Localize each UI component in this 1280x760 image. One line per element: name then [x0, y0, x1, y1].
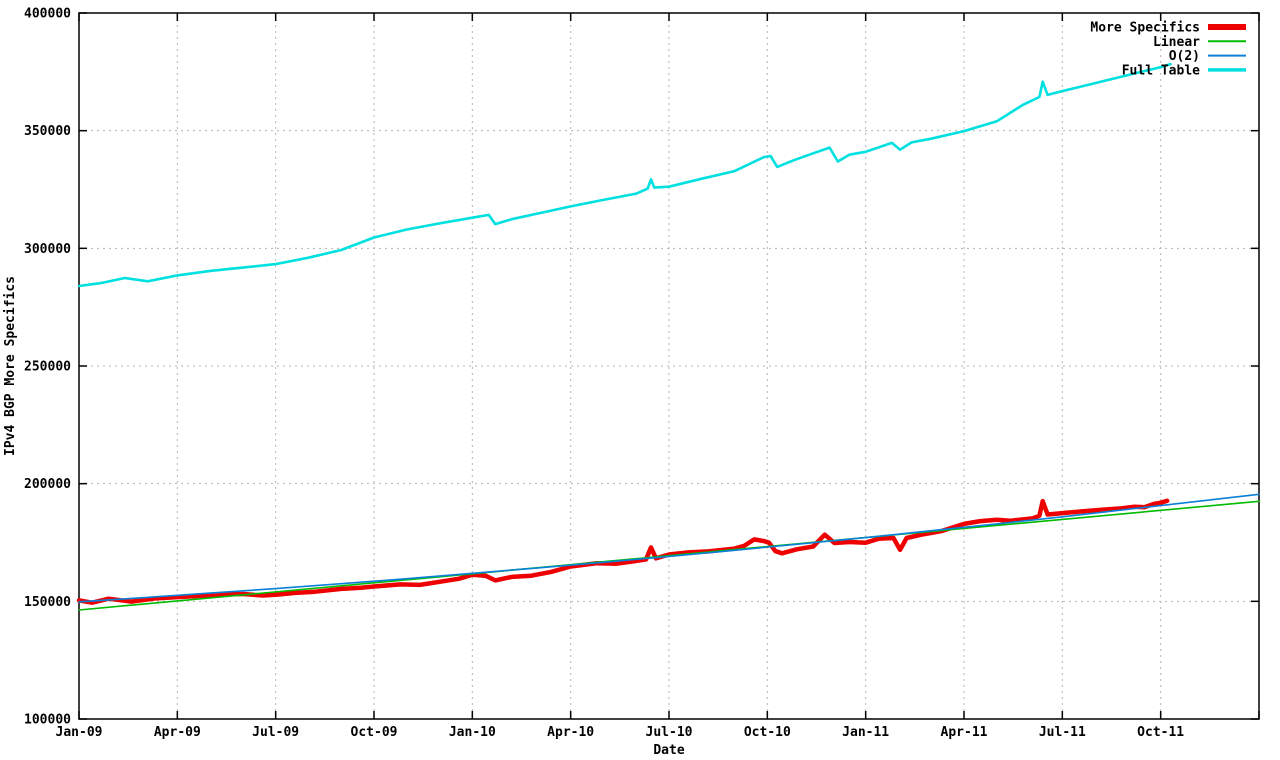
y-tick-label: 400000: [24, 7, 71, 22]
x-tick-label: Jul-10: [646, 725, 693, 740]
series-full-table: [77, 62, 1172, 288]
x-tick-label: Jul-11: [1039, 725, 1086, 740]
x-tick-label: Oct-10: [744, 725, 791, 740]
gridlines: [79, 13, 1259, 719]
x-tick-label: Apr-10: [547, 725, 594, 740]
x-tick-label: Apr-09: [154, 725, 201, 740]
y-tick-label: 150000: [24, 595, 71, 610]
x-tick-label: Jan-11: [842, 725, 889, 740]
x-tick-label: Apr-11: [941, 725, 988, 740]
y-tick-label: 200000: [24, 477, 71, 492]
legend-entry-o-2: O(2): [1169, 49, 1246, 64]
y-tick-label: 250000: [24, 360, 71, 375]
x-tick-label: Jan-10: [449, 725, 496, 740]
y-tick-label: 350000: [24, 124, 71, 139]
y-axis-title: IPv4 BGP More Specifics: [3, 276, 18, 456]
x-tick-labels: Jan-09 Apr-09 Jul-09 Oct-09 Jan-10 Apr-10 Jul-…: [56, 725, 1185, 740]
legend-label: Full Table: [1122, 63, 1200, 78]
series-more-specifics: [76, 498, 1170, 605]
legend-entry-more-specifics: More Specifics: [1090, 21, 1246, 36]
legend-entry-full-table: Full Table: [1122, 63, 1246, 78]
x-tick-label: Oct-11: [1137, 725, 1184, 740]
x-tick-label: Oct-09: [351, 725, 398, 740]
y-tick-label: 300000: [24, 242, 71, 257]
legend-label: More Specifics: [1090, 21, 1200, 36]
y-tick-labels: 100000 150000 200000 250000 300000 350000 4000…: [24, 7, 71, 728]
legend-label: Linear: [1153, 35, 1200, 50]
x-axis-title: Date: [653, 743, 684, 758]
x-tick-label: Jan-09: [56, 725, 103, 740]
series-o-2: [78, 493, 1260, 603]
legend-label: O(2): [1169, 49, 1200, 64]
y-tick-label: 100000: [24, 713, 71, 728]
legend-entry-linear: Linear: [1153, 35, 1246, 50]
tick-marks: [78, 12, 1260, 720]
x-tick-label: Jul-09: [252, 725, 299, 740]
